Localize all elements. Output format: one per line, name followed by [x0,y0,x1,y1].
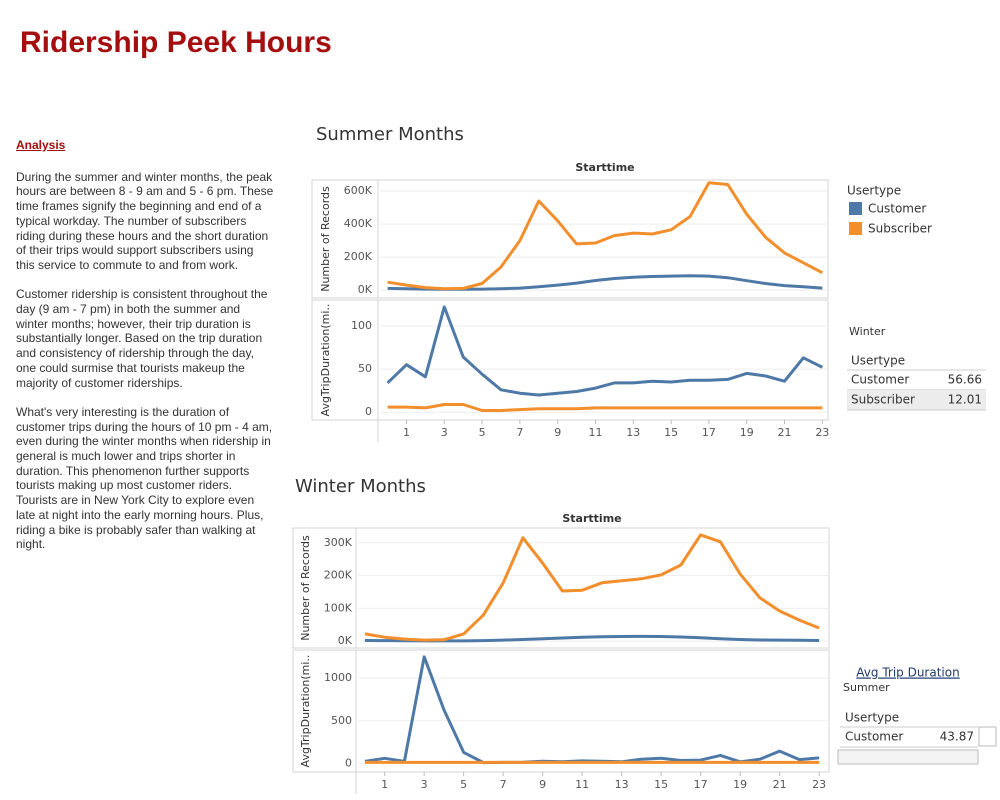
x-tick-label: 5 [479,426,486,439]
x-tick-label: 17 [702,426,716,439]
analysis-paragraph: During the summer and winter months, the… [16,169,274,272]
series-line [386,305,823,397]
page-title: Ridership Peek Hours [20,26,332,59]
scroll-box[interactable] [978,726,997,747]
x-tick-label: 23 [812,778,826,791]
x-tick-label: 9 [539,778,546,791]
analysis: Analysis During the summer and winter mo… [16,138,274,567]
x-tick-label: 13 [615,778,629,791]
chart-subtitle: Starttime [562,512,621,525]
analysis-heading: Analysis [16,138,66,152]
x-tick-label: 13 [626,426,640,439]
x-tick-label: 3 [421,778,428,791]
y-axis-label: AvgTripDuration(mi.. [299,655,312,768]
legend-label: Subscriber [868,222,932,236]
y-tick-label: 200K [344,250,373,263]
x-tick-label: 15 [654,778,668,791]
chart-subtitle: Starttime [575,161,634,174]
y-tick-label: 1000 [324,671,352,684]
table-header: Usertype [851,354,905,368]
y-tick-label: 0 [345,756,352,769]
y-tick-label: 300K [324,536,353,549]
y-tick-label: 400K [344,217,373,230]
y-axis-label: Number of Records [319,186,332,292]
y-tick-label: 0K [338,634,353,647]
series-line [364,655,820,765]
legend-swatch [849,222,862,235]
table-title: Winter [849,325,886,338]
x-tick-label: 21 [778,426,792,439]
x-tick-label: 9 [554,426,561,439]
pane-frame [311,179,829,299]
table-header: Usertype [845,711,899,725]
series-line [387,181,823,291]
analysis-paragraph: Customer ridership is consistent through… [16,287,268,390]
x-tick-label: 7 [516,426,523,439]
x-tick-label: 19 [733,778,747,791]
legend-label: Customer [868,202,926,216]
x-tick-label: 11 [575,778,589,791]
x-tick-label: 1 [381,778,388,791]
x-tick-label: 15 [664,426,678,439]
x-tick-label: 7 [500,778,507,791]
y-tick-label: 500 [331,714,352,727]
x-tick-label: 19 [740,426,754,439]
pane-frame [311,299,829,421]
x-tick-label: 5 [460,778,467,791]
x-tick-label: 3 [441,426,448,439]
y-tick-label: 100 [351,319,372,332]
x-tick-label: 17 [694,778,708,791]
legend-swatch [849,202,862,215]
x-tick-label: 21 [773,778,787,791]
x-tick-label: 11 [588,426,602,439]
y-tick-label: 600K [344,184,373,197]
x-tick-label: 23 [815,426,829,439]
y-tick-label: 100K [324,601,353,614]
scroll-track[interactable] [837,749,979,765]
row-label: Subscriber [851,393,915,407]
row-value: 43.87 [940,730,974,744]
analysis-paragraph: What's very interesting is the duration … [16,404,273,552]
chart-title: Summer Months [316,124,464,145]
pane-frame [292,527,830,649]
table-title: Summer [843,681,890,694]
y-tick-label: 50 [358,362,372,375]
row-value: 12.01 [948,393,982,407]
legend-title: Usertype [847,184,901,198]
y-axis-label: Number of Records [299,535,312,641]
table-heading[interactable]: Avg Trip Duration [856,666,959,680]
series-line [364,533,820,642]
chart-title: Winter Months [295,476,426,497]
y-tick-label: 0 [365,405,372,418]
x-tick-label: 1 [403,426,410,439]
pane-frame [292,649,830,773]
row-band [847,390,986,410]
y-tick-label: 200K [324,569,353,582]
row-label: Customer [845,730,903,744]
y-tick-label: 0K [358,283,373,296]
row-value: 56.66 [948,373,982,387]
y-axis-label: AvgTripDuration(mi.. [319,304,332,417]
series-line [387,403,823,412]
row-label: Customer [851,373,909,387]
